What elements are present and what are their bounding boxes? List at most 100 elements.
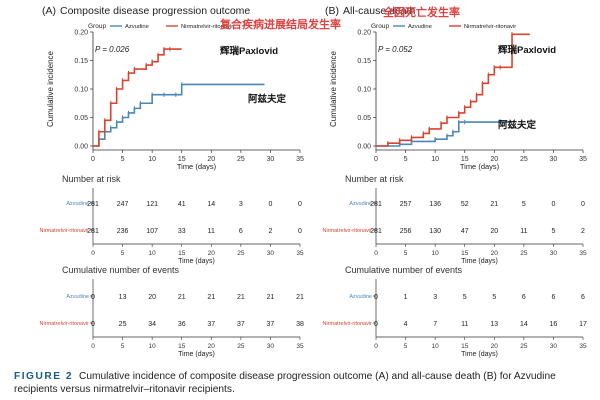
risk_table-cell: 281 <box>370 228 382 235</box>
events_table-cell: 20 <box>148 294 156 301</box>
risk_table-cell: 14 <box>207 201 215 208</box>
x-tick-label: 25 <box>520 156 528 163</box>
risk_table-cell: 6 <box>239 228 243 235</box>
risk_table-cell: 121 <box>146 201 158 208</box>
events_table-x-tick-label: 20 <box>491 343 499 350</box>
risk_table-cell: 5 <box>551 228 555 235</box>
risk_table-cell: 256 <box>400 228 412 235</box>
risk_table-cell: 0 <box>298 228 302 235</box>
y-tick-label: 0.15 <box>357 58 371 65</box>
events_table-x-tick-label: 10 <box>149 343 157 350</box>
y-tick-label: 0.00 <box>357 144 371 151</box>
risk_table-x-tick-label: 25 <box>520 250 528 257</box>
nirmatrelvir-annotation: 辉瑞Paxlovid <box>220 45 278 57</box>
risk_table-cell: 107 <box>146 228 158 235</box>
events_table-cell: 6 <box>581 294 585 301</box>
x-tick-label: 25 <box>237 156 245 163</box>
risk_table-title: Number at risk <box>62 174 121 184</box>
events_table-title: Cumulative number of events <box>62 265 180 275</box>
x-tick-label: 5 <box>121 156 125 163</box>
x-tick-label: 30 <box>267 156 275 163</box>
y-tick-label: 0.00 <box>74 144 88 151</box>
events_table-cell: 16 <box>550 321 558 328</box>
events_table-x-tick-label: 0 <box>91 343 95 350</box>
y-tick-label: 0.20 <box>74 30 88 37</box>
events_table-cell: 37 <box>237 321 245 328</box>
risk_table-x-tick-label: 20 <box>491 250 499 257</box>
risk_table-x-axis-label: Time (days) <box>178 258 215 265</box>
x-tick-label: 20 <box>490 156 498 163</box>
azvudine-annotation: 阿兹夫定 <box>248 93 287 105</box>
events_table-x-tick-label: 0 <box>374 343 378 350</box>
risk_table-x-tick-label: 5 <box>404 250 408 257</box>
risk_table-cell: 0 <box>581 201 585 208</box>
y-tick-label: 0.10 <box>74 87 88 94</box>
risk_table-title: Number at risk <box>345 174 404 184</box>
risk_table-cell: 247 <box>117 201 129 208</box>
risk_table-cell: 21 <box>490 201 498 208</box>
y-tick-label: 0.05 <box>74 115 88 122</box>
y-tick-label: 0.05 <box>357 115 371 122</box>
events_table-cell: 34 <box>148 321 156 328</box>
events_table-row-label: Azvudine <box>349 294 372 300</box>
panel-title: All-cause death <box>343 5 416 17</box>
risk_table-row-label: Nirmatrelvir-ritonavir <box>39 228 89 234</box>
events_table-cell: 21 <box>267 294 275 301</box>
risk_table-cell: 47 <box>461 228 469 235</box>
risk_table-cell: 2 <box>581 228 585 235</box>
risk_table-cell: 20 <box>490 228 498 235</box>
risk_table-x-tick-label: 15 <box>178 250 186 257</box>
y-axis-label: Cumulative incidence <box>46 50 55 127</box>
risk_table-cell: 281 <box>87 201 99 208</box>
events_table-row-label: Nirmatrelvir-ritonavir <box>322 321 372 327</box>
events_table-x-tick-label: 35 <box>579 343 587 350</box>
panel-a: (A) Composite disease progression outcome… <box>39 5 341 358</box>
events_table-cell: 37 <box>207 321 215 328</box>
risk_table-x-tick-label: 10 <box>432 250 440 257</box>
azvudine-curve <box>93 83 265 147</box>
risk_table-cell: 52 <box>461 201 469 208</box>
events_table-cell: 0 <box>91 321 95 328</box>
y-tick-label: 0.20 <box>357 30 371 37</box>
legend-nirmatrelvir-label: Nirmatrelvir-ritonavir <box>181 24 233 30</box>
events_table-cell: 38 <box>296 321 304 328</box>
x-tick-label: 5 <box>404 156 408 163</box>
risk_table-cell: 0 <box>268 201 272 208</box>
risk_table-x-tick-label: 30 <box>550 250 558 257</box>
x-tick-label: 10 <box>431 156 439 163</box>
panel-b: (B) All-cause death Group Azvudine Nirmatrel… <box>322 5 587 358</box>
x-axis-label: Time (days) <box>177 162 217 171</box>
events_table-cell: 17 <box>579 321 587 328</box>
events_table-cell: 21 <box>237 294 245 301</box>
risk_table-cell: 2 <box>268 228 272 235</box>
risk_table-x-tick-label: 35 <box>296 250 304 257</box>
risk_table-cell: 281 <box>87 228 99 235</box>
risk_table-cell: 41 <box>178 201 186 208</box>
events_table-cell: 0 <box>374 321 378 328</box>
events_table-cell: 3 <box>433 294 437 301</box>
risk_table-cell: 257 <box>400 201 412 208</box>
risk_table-x-tick-label: 0 <box>374 250 378 257</box>
events_table-cell: 11 <box>461 321 468 328</box>
risk_table-x-tick-label: 15 <box>461 250 469 257</box>
p-value: P = 0.052 <box>378 45 413 54</box>
risk_table-cell: 11 <box>208 228 215 235</box>
events_table-x-tick-label: 30 <box>267 343 275 350</box>
events_table-x-tick-label: 25 <box>520 343 528 350</box>
events_table-cell: 21 <box>207 294 215 301</box>
risk_table-row-label: Azvudine <box>349 201 372 207</box>
events_table-cell: 25 <box>119 321 127 328</box>
events_table-x-tick-label: 25 <box>237 343 245 350</box>
events_table-cell: 6 <box>522 294 526 301</box>
x-tick-label: 15 <box>178 156 186 163</box>
events_table-x-tick-label: 5 <box>121 343 125 350</box>
risk_table-x-axis-label: Time (days) <box>461 258 498 265</box>
risk_table-x-tick-label: 5 <box>121 250 125 257</box>
x-tick-label: 0 <box>374 156 378 163</box>
risk_table-cell: 136 <box>429 201 441 208</box>
risk_table-cell: 0 <box>298 201 302 208</box>
events_table-row-label: Nirmatrelvir-ritonavir <box>39 321 89 327</box>
legend-azvudine-label: Azvudine <box>125 24 149 30</box>
risk_table-row-label: Nirmatrelvir-ritonavir <box>322 228 372 234</box>
risk_table-x-tick-label: 20 <box>208 250 216 257</box>
